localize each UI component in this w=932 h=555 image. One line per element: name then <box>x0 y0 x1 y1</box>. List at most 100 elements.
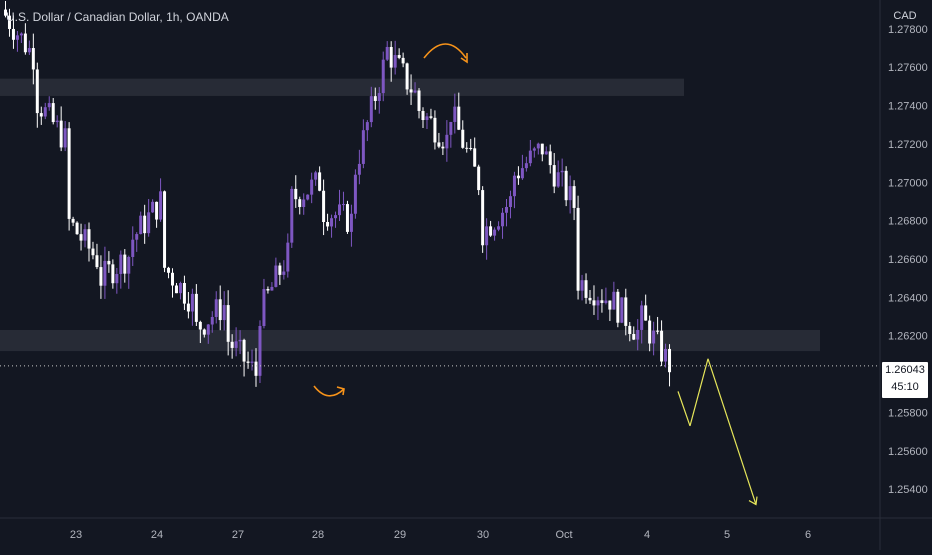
candle-body <box>230 341 234 348</box>
bar-countdown: 45:10 <box>891 381 919 393</box>
candle-body <box>508 196 512 207</box>
candle-body <box>493 229 497 236</box>
y-tick-label: 1.27000 <box>888 177 928 189</box>
candle-body <box>584 280 588 298</box>
candle-body <box>576 207 580 291</box>
x-tick-label: Oct <box>555 529 572 541</box>
candle-body <box>441 146 445 149</box>
candle-body <box>552 165 556 187</box>
candle-body <box>298 199 302 207</box>
candle-body <box>7 15 11 29</box>
candle-body <box>624 297 628 326</box>
candle-body <box>111 264 115 284</box>
x-tick-label: 29 <box>394 529 406 541</box>
candle-body <box>536 143 540 149</box>
x-tick-label: 23 <box>70 529 82 541</box>
candle-body <box>345 204 349 232</box>
x-tick-label: 6 <box>805 529 811 541</box>
candle-body <box>262 289 266 326</box>
candle-body <box>437 142 441 147</box>
candle-body <box>596 300 600 306</box>
candle-body <box>544 151 548 155</box>
candle-body <box>91 248 95 256</box>
x-tick-label: 5 <box>724 529 730 541</box>
projection-line <box>707 358 757 505</box>
candle-body <box>322 190 326 222</box>
candle-body <box>326 221 330 227</box>
candle-body <box>401 57 405 64</box>
projection-line <box>689 358 709 427</box>
candle-body <box>55 120 59 123</box>
candle-body <box>186 303 190 312</box>
candle-body <box>568 186 572 201</box>
candle-body <box>107 260 111 265</box>
candle-body <box>564 170 568 201</box>
candle-body <box>47 103 51 108</box>
candle-body <box>206 324 210 335</box>
candle-body <box>377 93 381 101</box>
y-tick-label: 1.26400 <box>888 292 928 304</box>
candle-body <box>393 55 397 68</box>
candle-body <box>664 348 668 362</box>
candle-body <box>294 188 298 200</box>
candle-body <box>278 265 282 275</box>
candle-body <box>43 107 47 117</box>
candle-body <box>163 191 167 268</box>
candle-body <box>465 147 469 149</box>
candle-body <box>131 239 135 257</box>
candle-body <box>349 213 353 232</box>
candle-body <box>174 285 178 294</box>
candle-body <box>365 122 369 131</box>
zone-1 <box>0 78 684 96</box>
candle-body <box>155 201 159 220</box>
candle-body <box>99 267 103 286</box>
y-tick-label: 1.27200 <box>888 139 928 151</box>
candle-body <box>612 291 616 310</box>
candle-body <box>194 293 198 322</box>
candle-body <box>282 271 286 275</box>
top-arrow-curve <box>423 43 467 59</box>
candle-body <box>210 316 214 325</box>
candle-body <box>238 339 242 342</box>
candle-body <box>469 148 473 150</box>
candle-body <box>421 110 425 121</box>
candle-body <box>27 48 31 53</box>
candle-body <box>218 299 222 321</box>
candle-body <box>198 321 202 330</box>
candle-body <box>505 206 508 213</box>
candle-body <box>385 46 389 60</box>
candle-body <box>63 128 67 148</box>
candle-body <box>453 106 457 122</box>
x-tick-label: 24 <box>151 529 163 541</box>
candle-body <box>425 116 429 121</box>
candle-body <box>580 280 584 291</box>
candle-body <box>620 297 624 323</box>
candle-body <box>532 148 536 151</box>
candle-body <box>4 9 7 16</box>
price-axis <box>880 0 932 550</box>
candle-body <box>19 33 23 36</box>
candle-body <box>51 103 55 123</box>
candle-body <box>318 172 322 191</box>
candle-body <box>640 305 644 330</box>
candle-body <box>604 300 608 303</box>
candle-body <box>477 166 481 191</box>
candle-body <box>75 222 79 235</box>
candle-body <box>242 339 246 362</box>
candle-body <box>246 361 250 363</box>
candle-body <box>190 293 194 312</box>
candle-body <box>151 201 155 213</box>
candle-body <box>668 348 672 373</box>
candle-body <box>182 283 186 304</box>
candle-body <box>489 226 493 236</box>
candle-body <box>306 194 310 200</box>
candle-body <box>286 242 290 272</box>
candle-body <box>560 170 564 173</box>
candle-body <box>652 330 656 344</box>
candle-body <box>222 305 226 321</box>
candle-body <box>608 300 612 310</box>
candle-body <box>588 297 592 301</box>
candle-body <box>59 120 63 148</box>
